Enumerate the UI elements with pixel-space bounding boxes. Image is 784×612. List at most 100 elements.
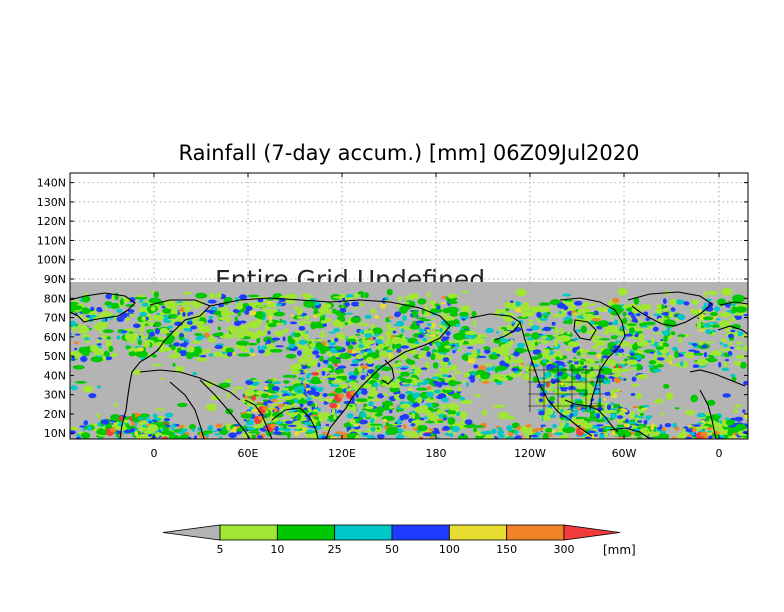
lon-label: 120W — [514, 447, 546, 460]
rain-cell — [598, 428, 604, 433]
rain-cell — [539, 306, 552, 313]
rain-cell — [610, 389, 615, 396]
rain-cell — [625, 418, 629, 423]
rain-cell — [501, 338, 509, 343]
legend-low-triangle — [162, 524, 221, 541]
rain-cell — [140, 335, 149, 338]
coastline — [169, 381, 205, 439]
rain-cell — [630, 315, 636, 319]
rain-cell — [401, 430, 413, 436]
rain-cell — [593, 434, 598, 437]
rain-cell — [290, 370, 301, 374]
rain-cell — [419, 319, 432, 322]
rain-cell — [495, 309, 507, 313]
rain-cell — [561, 411, 570, 416]
rain-cell — [302, 370, 310, 373]
rain-cell — [618, 316, 622, 324]
rain-cell — [139, 421, 149, 426]
lat-label: 30N — [44, 389, 66, 402]
rain-cell — [478, 353, 485, 356]
rain-cell — [368, 337, 374, 341]
rain-cell — [143, 341, 151, 348]
rain-cell — [137, 337, 142, 341]
rain-cell — [376, 427, 380, 430]
rain-cell — [387, 316, 395, 319]
rain-cell — [163, 418, 171, 422]
rain-cell — [157, 336, 168, 340]
rain-cell — [286, 431, 291, 439]
rain-cell — [75, 436, 82, 439]
rain-cell — [297, 385, 305, 391]
rain-cell — [165, 412, 174, 418]
rain-cell — [447, 402, 460, 411]
rain-cell — [697, 412, 706, 418]
rain-cell — [538, 410, 545, 416]
rain-cell — [333, 384, 340, 388]
rain-cell — [508, 372, 522, 378]
rain-cell — [447, 300, 458, 304]
rain-cell — [364, 292, 369, 299]
lat-label: 50N — [44, 350, 66, 363]
rain-cell — [249, 347, 254, 354]
rain-cell — [562, 293, 572, 297]
rain-cell — [638, 320, 644, 324]
rain-cell — [609, 315, 614, 319]
rain-cell — [139, 299, 144, 303]
rain-cell — [234, 316, 238, 322]
rain-cell — [442, 357, 450, 363]
rain-cell — [431, 318, 436, 321]
rain-cell — [355, 434, 360, 439]
rain-cell — [605, 379, 611, 384]
coastline — [70, 292, 136, 323]
rain-cell — [96, 338, 101, 344]
rain-cell — [205, 434, 209, 438]
rain-cell — [88, 393, 97, 399]
rain-cell — [535, 427, 544, 431]
rain-cell — [332, 308, 337, 311]
legend-color-box — [391, 524, 450, 541]
rain-cell — [134, 430, 138, 437]
rain-cell — [80, 347, 92, 350]
rain-cell — [247, 385, 257, 390]
rain-cell — [412, 392, 421, 399]
rain-cell — [400, 353, 408, 361]
rain-cell — [393, 323, 400, 326]
rain-cell — [145, 418, 151, 422]
rain-cell — [597, 320, 610, 328]
rain-cell — [282, 336, 286, 342]
rain-cell — [684, 410, 695, 416]
lat-label: 60N — [44, 331, 66, 344]
rain-cell — [72, 365, 85, 370]
rain-cell — [163, 320, 172, 323]
rain-cell — [586, 351, 597, 355]
rain-cell — [267, 323, 277, 328]
rain-cell — [426, 329, 431, 333]
rain-cell — [127, 309, 135, 313]
rain-cell — [648, 365, 654, 368]
lon-label: 180 — [426, 447, 447, 460]
coastline — [689, 369, 746, 387]
rain-cell — [674, 407, 680, 410]
coastline — [325, 325, 451, 439]
rain-cell — [104, 301, 113, 306]
rain-cell — [503, 331, 506, 339]
rain-cell — [639, 412, 645, 417]
rain-cell — [225, 347, 235, 354]
rain-cell — [248, 310, 257, 316]
rain-cell — [584, 436, 592, 439]
rain-cell — [491, 351, 497, 355]
legend-label: 25 — [328, 543, 342, 556]
rain-cell — [205, 403, 217, 412]
rain-cell — [398, 393, 406, 400]
rain-cell — [153, 321, 162, 327]
rain-cell — [176, 302, 184, 306]
rain-cell — [80, 432, 91, 439]
rain-cell — [362, 383, 373, 389]
rain-cell — [359, 329, 365, 334]
rain-cell — [515, 288, 527, 297]
rain-cell — [296, 413, 302, 421]
rain-cell — [416, 317, 427, 320]
rain-cell — [151, 290, 155, 294]
rain-cell — [686, 428, 694, 433]
rain-cell — [356, 322, 369, 326]
